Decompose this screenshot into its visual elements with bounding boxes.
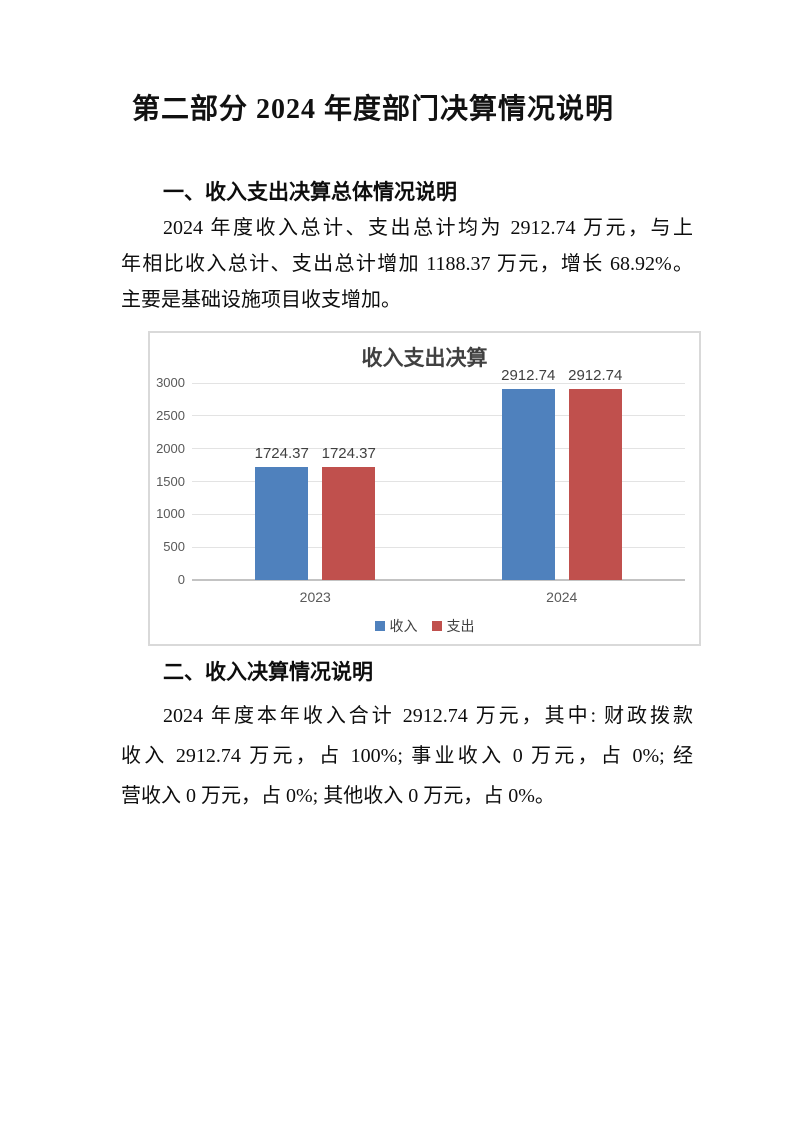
section1-paragraph: 2024 年度收入总计、支出总计均为 2912.74 万元，与上 年相比收入总计… bbox=[121, 210, 693, 318]
bar-value-label: 1724.37 bbox=[321, 444, 376, 462]
body-line: 年相比收入总计、支出总计增加 1188.37 万元，增长 68.92%。 bbox=[121, 253, 693, 275]
legend-item-收入: 收入 bbox=[374, 616, 418, 636]
bar-支出-2024 bbox=[568, 388, 622, 580]
legend-label: 支出 bbox=[446, 618, 475, 634]
x-category-label: 2024 bbox=[546, 589, 578, 605]
gridline bbox=[192, 481, 685, 482]
body-line: 营收入 0 万元，占 0%; 其他收入 0 万元，占 0%。 bbox=[121, 785, 555, 807]
y-tick-label: 500 bbox=[163, 539, 185, 555]
legend-swatch bbox=[374, 621, 385, 631]
legend-swatch bbox=[431, 621, 442, 631]
bar-value-label: 2912.74 bbox=[568, 366, 623, 384]
document-title: 第二部分 2024 年度部门决算情况说明 bbox=[131, 94, 614, 125]
bar-支出-2023 bbox=[322, 466, 376, 580]
section2-paragraph: 2024 年度本年收入合计 2912.74 万元，其中: 财政拨款 收入 291… bbox=[121, 696, 693, 816]
y-tick-label: 0 bbox=[177, 572, 185, 587]
legend-item-支出: 支出 bbox=[431, 616, 475, 636]
bar-收入-2024 bbox=[501, 388, 555, 580]
body-line: 主要是基础设施项目收支增加。 bbox=[121, 289, 401, 311]
gridline bbox=[192, 415, 685, 417]
gridline bbox=[192, 382, 685, 384]
section2-heading: 二、收入决算情况说明 bbox=[163, 661, 373, 684]
y-tick-label: 2000 bbox=[156, 440, 185, 456]
chart-legend: 收入 支出 bbox=[150, 616, 699, 636]
body-line: 2024 年度收入总计、支出总计均为 2912.74 万元，与上 bbox=[163, 217, 693, 239]
body-line: 收入 2912.74 万元，占 100%; 事业收入 0 万元，占 0%; 经 bbox=[121, 745, 693, 767]
legend-label: 收入 bbox=[389, 618, 418, 634]
x-category-label: 2023 bbox=[299, 589, 331, 605]
income-expense-bar-chart: 收入支出决算 收入 支出 0 500 1000 1500 2000 2500 3000 1724… bbox=[148, 331, 701, 646]
y-tick-label: 2500 bbox=[156, 407, 185, 423]
gridline bbox=[192, 513, 685, 515]
bar-value-label: 2912.74 bbox=[501, 366, 556, 384]
chart-title: 收入支出决算 bbox=[361, 346, 488, 370]
y-tick-label: 1000 bbox=[156, 506, 185, 522]
section1-heading: 一、收入支出决算总体情况说明 bbox=[163, 181, 457, 204]
x-axis-line bbox=[192, 579, 685, 581]
bar-收入-2023 bbox=[255, 466, 309, 580]
y-tick-label: 1500 bbox=[156, 473, 185, 489]
gridline bbox=[192, 546, 685, 548]
body-line: 2024 年度本年收入合计 2912.74 万元，其中: 财政拨款 bbox=[163, 705, 693, 727]
y-tick-label: 3000 bbox=[156, 375, 185, 390]
gridline bbox=[192, 448, 685, 450]
bar-value-label: 1724.37 bbox=[254, 444, 309, 462]
